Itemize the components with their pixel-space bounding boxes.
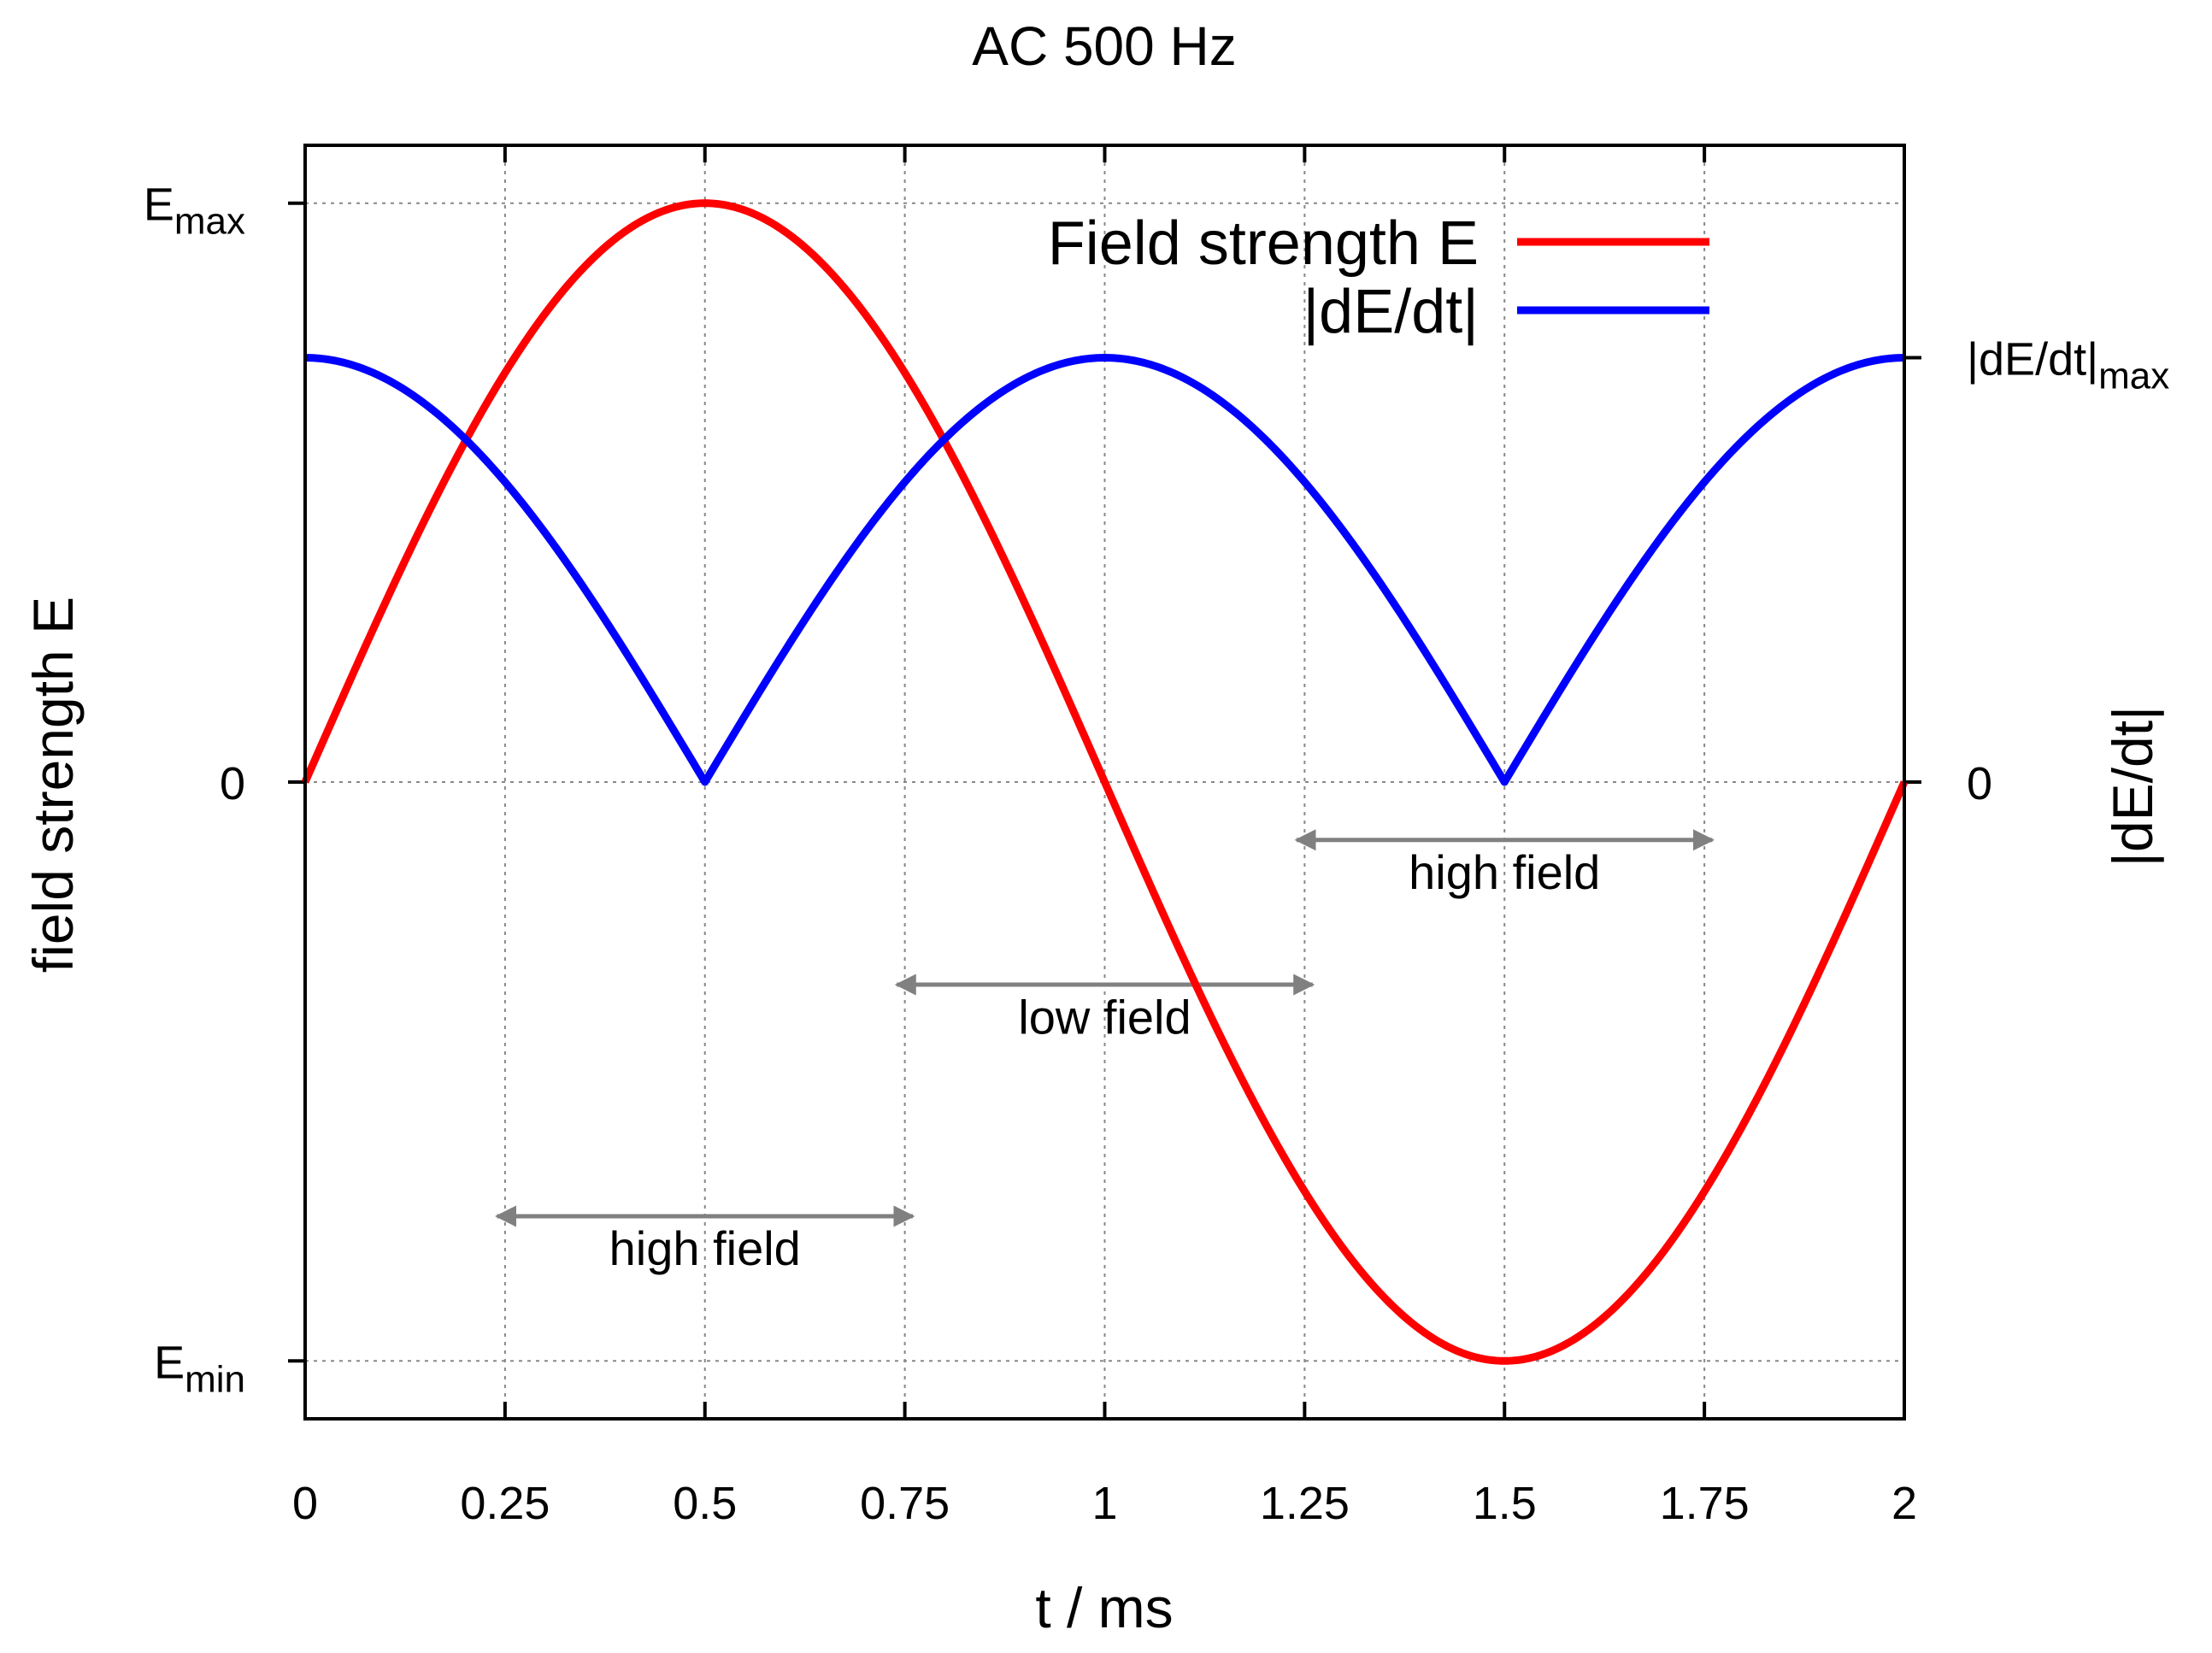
legend: Field strength E|dE/dt| xyxy=(1048,209,1709,346)
chart-title: AC 500 Hz xyxy=(972,15,1236,77)
y-tick-label-left: 0 xyxy=(220,758,245,809)
annotation-label: high field xyxy=(1409,845,1600,899)
x-tick-label: 2 xyxy=(1891,1478,1917,1529)
x-tick-label: 0.5 xyxy=(673,1478,737,1529)
x-tick-label: 0.25 xyxy=(460,1478,550,1529)
y-tick-label-left: Emin xyxy=(154,1337,245,1400)
x-tick-label: 1.75 xyxy=(1660,1478,1750,1529)
labels: AC 500 Hz t / ms field strength E |dE/dt… xyxy=(21,15,2164,1639)
y-tick-label-left: Emax xyxy=(144,179,245,243)
legend-label: Field strength E xyxy=(1048,209,1479,278)
plot-frame xyxy=(303,144,1906,1421)
x-axis-label: t / ms xyxy=(1035,1576,1173,1639)
annotations: high field low field high field xyxy=(495,829,1715,1275)
x-tick-label: 0 xyxy=(292,1478,318,1529)
y-tick-label-right: 0 xyxy=(1967,758,1992,809)
y-tick-label-right: |dE/dt|max xyxy=(1967,334,2169,397)
x-tick-label: 1 xyxy=(1091,1478,1117,1529)
y-axis-label-left: field strength E xyxy=(21,597,85,973)
axis-ticks: 0 0.25 0.5 0.75 1 1.25 1.5 1.75 2 Emax 0 Emin |dE/dt… xyxy=(144,145,2169,1529)
series-line xyxy=(301,199,1909,1365)
y-axis-label-right: |dE/dt| xyxy=(2101,706,2164,867)
x-tick-label: 0.75 xyxy=(860,1478,950,1529)
series-line xyxy=(304,354,1905,786)
x-tick-label: 1.5 xyxy=(1473,1478,1537,1529)
annotation-label: low field xyxy=(1018,990,1191,1044)
x-tick-label: 1.25 xyxy=(1260,1478,1350,1529)
legend-label: |dE/dt| xyxy=(1303,278,1479,346)
annotation-label: high field xyxy=(609,1221,801,1275)
data-series xyxy=(301,199,1909,1365)
